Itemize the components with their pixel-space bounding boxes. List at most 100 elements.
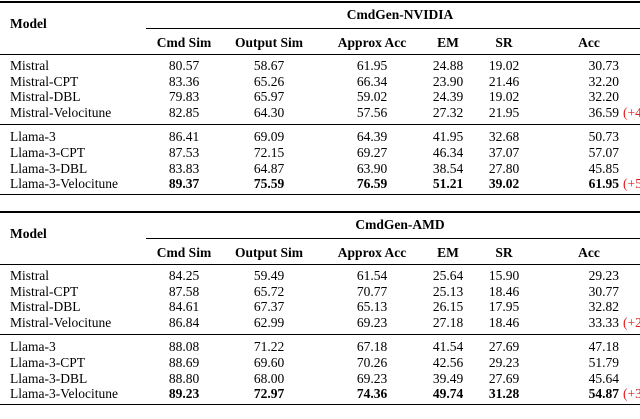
table-cell: 25.64 (432, 268, 464, 283)
model-name: Llama-3 (10, 339, 56, 355)
table-cell: 79.83 (168, 89, 200, 105)
table-cell: 67.37 (253, 299, 285, 315)
column-header-cmd-sim: Cmd Sim (156, 245, 212, 260)
section-title: CmdGen-NVIDIA (346, 7, 454, 22)
table-cell: 51.21 (432, 176, 464, 192)
section-title: CmdGen-AMD (355, 217, 445, 232)
table-cell: 27.18 (432, 314, 464, 330)
table-cell: 84.61 (168, 299, 200, 315)
table-cell: 27.32 (432, 104, 464, 120)
column-header-output-sim: Output Sim (235, 245, 303, 260)
table-cell: 76.59 (356, 176, 388, 192)
table-cell: 49.74 (432, 386, 464, 402)
improvement-delta: (+2.6%) (623, 314, 640, 330)
table-cell: 39.49 (432, 370, 464, 386)
table-cell: 31.28 (488, 386, 520, 402)
header-rule (0, 264, 640, 265)
table-cell: 15.90 (488, 268, 520, 283)
table-cell: 66.34 (356, 73, 388, 89)
table-cell: 72.97 (253, 386, 285, 402)
table-cell: 27.69 (488, 370, 520, 386)
table-cell: 24.88 (432, 58, 464, 73)
table-cell: 45.64 (588, 370, 619, 386)
table-cell: 42.56 (432, 355, 464, 370)
model-name: Mistral (10, 268, 49, 283)
table-cell: 69.09 (253, 129, 285, 145)
model-name: Mistral-DBL (10, 89, 81, 105)
table-cell: 32.20 (588, 73, 619, 89)
table-cell: 64.30 (253, 104, 285, 120)
table-cell: 19.02 (488, 89, 520, 105)
model-name: Mistral-CPT (10, 73, 79, 89)
table-cell: 71.22 (253, 339, 285, 355)
table-cell: 27.69 (488, 339, 520, 355)
table-cell: 46.34 (432, 145, 464, 160)
section-bottom-rule (0, 403, 640, 406)
table-cell: 65.26 (253, 73, 285, 89)
table-cell: 75.59 (253, 176, 285, 192)
table-cell: 21.95 (488, 104, 520, 120)
table-cell: 30.77 (588, 283, 619, 299)
table-cell: 87.53 (168, 145, 200, 160)
table-cell: 86.84 (168, 314, 200, 330)
model-name: Llama-3-DBL (10, 160, 88, 176)
table-cell: 54.87 (588, 386, 619, 402)
table-cell: 69.27 (356, 145, 388, 160)
group-rule (0, 334, 640, 336)
column-header-sr: SR (495, 35, 513, 50)
table-cell: 39.02 (488, 176, 520, 192)
table-cell: 80.57 (168, 58, 200, 73)
table-cell: 32.82 (588, 299, 619, 315)
table-cell: 69.60 (253, 355, 285, 370)
table-cell: 87.58 (168, 283, 200, 299)
table-cell: 36.59 (588, 104, 619, 120)
table-cell: 19.02 (488, 58, 520, 73)
table-cell: 30.73 (588, 58, 619, 73)
table-cell: 70.26 (356, 355, 388, 370)
model-name: Llama-3-CPT (10, 355, 85, 370)
table-cell: 33.33 (588, 314, 619, 330)
table-cell: 18.46 (488, 283, 520, 299)
model-name: Llama-3-CPT (10, 145, 85, 160)
model-header: Model (10, 226, 47, 241)
table-cell: 57.07 (588, 145, 619, 160)
model-name: Llama-3-Velocitune (10, 176, 118, 192)
table-cell: 72.15 (253, 145, 285, 160)
header-rule (0, 54, 640, 55)
column-header-cmd-sim: Cmd Sim (156, 35, 212, 50)
table-cell: 74.36 (356, 386, 388, 402)
improvement-delta: (+3.1%) (623, 386, 640, 402)
table-cell: 89.23 (168, 386, 200, 402)
table-cell: 38.54 (432, 160, 464, 176)
column-header-acc: Acc (578, 35, 600, 50)
table-cell: 24.39 (432, 89, 464, 105)
table-cell: 82.85 (168, 104, 200, 120)
column-header-acc: Acc (578, 245, 600, 260)
group-rule (0, 124, 640, 126)
column-header-em: EM (437, 245, 459, 260)
table-cell: 21.46 (488, 73, 520, 89)
table-cell: 61.95 (356, 58, 388, 73)
table-cell: 83.83 (168, 160, 200, 176)
table-cell: 58.67 (253, 58, 285, 73)
table-cell: 18.46 (488, 314, 520, 330)
column-header-output-sim: Output Sim (235, 35, 303, 50)
table-cell: 41.54 (432, 339, 464, 355)
table-cell: 64.39 (356, 129, 388, 145)
table-cell: 69.23 (356, 314, 388, 330)
table-cell: 61.95 (588, 176, 619, 192)
table-cell: 50.73 (588, 129, 619, 145)
table-cell: 57.56 (356, 104, 388, 120)
table-cell: 37.07 (488, 145, 520, 160)
column-header-em: EM (437, 35, 459, 50)
model-name: Mistral-DBL (10, 299, 81, 315)
model-name: Mistral-Velocitune (10, 314, 112, 330)
model-name: Mistral (10, 58, 49, 73)
column-header-approx-acc: Approx Acc (337, 245, 407, 260)
table-cell: 47.18 (588, 339, 619, 355)
table-cell: 64.87 (253, 160, 285, 176)
table-cell: 17.95 (488, 299, 520, 315)
section-top-rule (0, 211, 640, 213)
section-title-rule (146, 28, 640, 29)
